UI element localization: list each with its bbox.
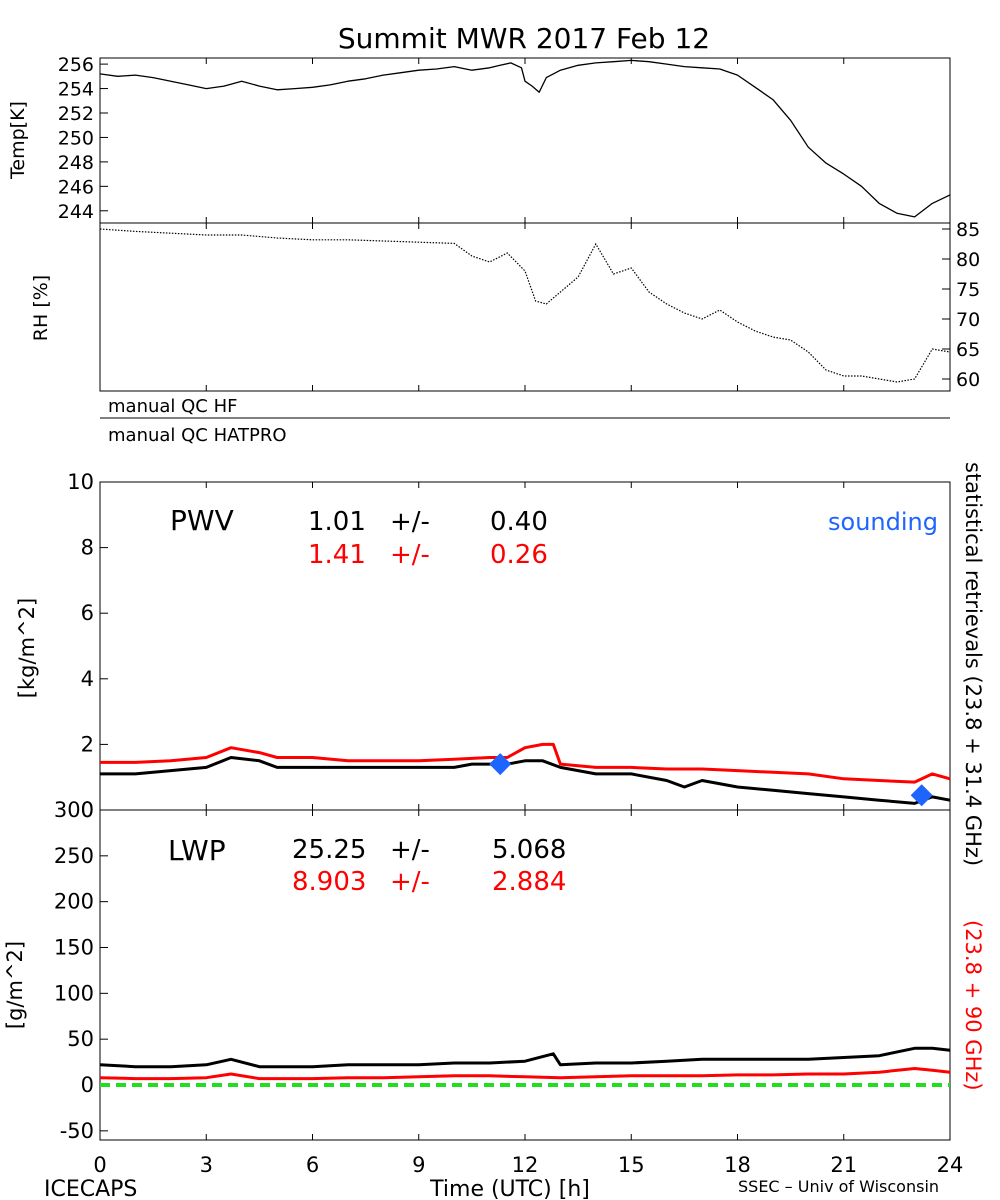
pwv-ytick-label: 4: [81, 667, 94, 691]
lwp-ytick-label: 250: [54, 844, 94, 868]
temperature-ytick-label: 254: [58, 79, 94, 101]
qc-hatpro-label: manual QC HATPRO: [108, 425, 287, 446]
pwv-stat-mean-1: 1.01: [308, 507, 366, 537]
statistical-retrievals-label: statistical retrievals (23.8 + 31.4 GHz): [961, 462, 985, 866]
relative-humidity-series-0: [99, 228, 951, 383]
lwp-ytick-label: 0: [81, 1073, 94, 1097]
pwv-axis-label: [kg/m^2]: [15, 598, 39, 698]
lwp-ytick-label: 100: [54, 981, 94, 1005]
lwp-stat-row-1: 25.25 +/- 5.068: [292, 835, 566, 865]
lwp-ytick-label: 200: [54, 890, 94, 914]
lwp-ytick-label: -50: [60, 1119, 94, 1143]
temperature-ytick-label: 250: [58, 127, 94, 149]
x-tick-label: 21: [830, 1153, 857, 1177]
relative-humidity-ytick-label: 85: [956, 219, 980, 241]
x-tick-label: 15: [618, 1153, 645, 1177]
plot-layer: 2442462482502522542566065707580850246810…: [54, 54, 980, 1177]
x-tick-label: 18: [724, 1153, 751, 1177]
temperature-ytick-label: 246: [58, 176, 94, 198]
pwv-ytick-label: 6: [81, 601, 94, 625]
footer-left: ICECAPS: [44, 1177, 137, 1200]
temperature-ytick-label: 244: [58, 201, 94, 223]
rh-axis-label: RH [%]: [30, 275, 52, 341]
lwp-stat-mean-2: 8.903: [292, 867, 366, 897]
pwv-stat-mean-2: 1.41: [308, 540, 366, 570]
temperature-series-0: [99, 59, 951, 218]
physical-retrievals-label: (23.8 + 90 GHz): [961, 920, 985, 1091]
lwp-axis-label: [g/m^2]: [3, 941, 27, 1029]
sounding-legend-label: sounding: [828, 508, 938, 536]
x-tick-label: 24: [937, 1153, 964, 1177]
pwv-stat-pm-1: +/-: [390, 507, 430, 537]
figure-title: Summit MWR 2017 Feb 12: [338, 22, 710, 55]
pwv-ytick-label: 10: [67, 470, 94, 494]
sounding-point: [910, 784, 933, 807]
temperature-ytick-label: 248: [58, 152, 94, 174]
lwp-panel-label: LWP: [168, 834, 226, 867]
lwp-ytick-label: 50: [67, 1027, 94, 1051]
pwv-ytick-label: 2: [81, 732, 94, 756]
lwp-stat-row-2: 8.903 +/- 2.884: [292, 867, 566, 897]
pwv-stat-sd-1: 0.40: [490, 507, 548, 537]
relative-humidity-ytick-label: 80: [956, 249, 980, 271]
x-axis-label: Time (UTC) [h]: [429, 1177, 590, 1200]
x-tick-label: 6: [306, 1153, 319, 1177]
lwp-stat-sd-2: 2.884: [492, 867, 566, 897]
pwv-stat-row-2: 1.41 +/- 0.26: [308, 540, 548, 570]
lwp-series-1: [99, 1067, 951, 1081]
pwv-series-1: [100, 742, 951, 784]
x-tick-label: 9: [412, 1153, 425, 1177]
temperature-ytick-label: 256: [58, 54, 94, 76]
temperature-axis-label: Temp[K]: [7, 101, 29, 180]
x-tick-label: 12: [512, 1153, 539, 1177]
footer-right: SSEC – Univ of Wisconsin: [738, 1177, 939, 1196]
rh-panel-frame: [99, 222, 951, 392]
pwv-ytick-label: 0: [81, 798, 94, 822]
temperature-ytick-label: 252: [58, 103, 94, 125]
relative-humidity-ytick-label: 65: [956, 339, 980, 361]
pwv-series-0: [100, 756, 951, 805]
lwp-stat-pm-1: +/-: [390, 835, 430, 865]
lwp-stat-pm-2: +/-: [390, 867, 430, 897]
lwp-ytick-label: 300: [54, 798, 94, 822]
pwv-panel-label: PWV: [170, 504, 234, 537]
lwp-series-0: [99, 1046, 951, 1069]
qc-hf-label: manual QC HF: [108, 396, 237, 417]
sounding-point: [489, 753, 512, 776]
lwp-stat-sd-1: 5.068: [492, 835, 566, 865]
relative-humidity-ytick-label: 70: [956, 309, 980, 331]
pwv-stat-sd-2: 0.26: [490, 540, 548, 570]
relative-humidity-ytick-label: 60: [956, 369, 980, 391]
x-tick-label: 3: [200, 1153, 213, 1177]
pwv-ytick-label: 8: [81, 536, 94, 560]
relative-humidity-ytick-label: 75: [956, 279, 980, 301]
pwv-stat-pm-2: +/-: [390, 540, 430, 570]
lwp-stat-mean-1: 25.25: [292, 835, 366, 865]
x-tick-label: 0: [93, 1153, 106, 1177]
lwp-ytick-label: 150: [54, 936, 94, 960]
pwv-stat-row-1: 1.01 +/- 0.40: [308, 507, 548, 537]
temperature-panel-frame: [99, 57, 951, 224]
